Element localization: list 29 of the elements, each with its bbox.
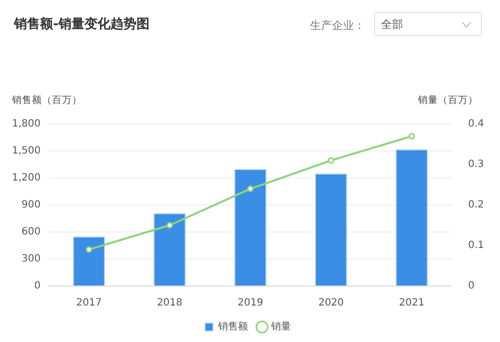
x-tick-label: 2019 <box>238 298 264 309</box>
y-tick-label: 300 <box>22 254 41 265</box>
y-tick-label: 1,800 <box>12 118 41 130</box>
y-tick-label: 1,200 <box>12 172 41 184</box>
point <box>86 246 92 253</box>
y2-tick-label: 0.4 <box>468 118 484 130</box>
y2-tick-label: 0.3 <box>468 159 484 170</box>
x-tick-label: 2017 <box>76 298 102 309</box>
chart-title: 销售额-销量变化趋势图 <box>14 16 150 33</box>
point <box>247 186 254 192</box>
legend-label: 销售额 <box>217 320 248 333</box>
x-tick-label: 2018 <box>156 298 182 309</box>
y-axis-title: 销售额（百万） <box>12 94 82 107</box>
legend-label: 销量 <box>270 322 291 333</box>
x-tick-label: 2021 <box>399 298 424 309</box>
y-tick-label: 600 <box>22 226 41 238</box>
point <box>166 222 173 228</box>
y2-tick-label: 0.1 <box>468 240 484 252</box>
point <box>408 132 415 140</box>
x-tick-label: 2020 <box>318 298 344 309</box>
text: 生产企业： <box>310 18 365 33</box>
y2-axis-title: 销量（百万） <box>418 94 478 107</box>
y-tick-label: 900 <box>22 200 41 211</box>
point <box>328 157 334 164</box>
y-tick-label: 0 <box>34 280 41 292</box>
select-field: 全部 <box>374 12 482 36</box>
y2-tick-label: 0 <box>468 280 474 292</box>
y-tick-label: 1,500 <box>12 146 41 157</box>
y2-tick-label: 0.2 <box>468 200 484 211</box>
